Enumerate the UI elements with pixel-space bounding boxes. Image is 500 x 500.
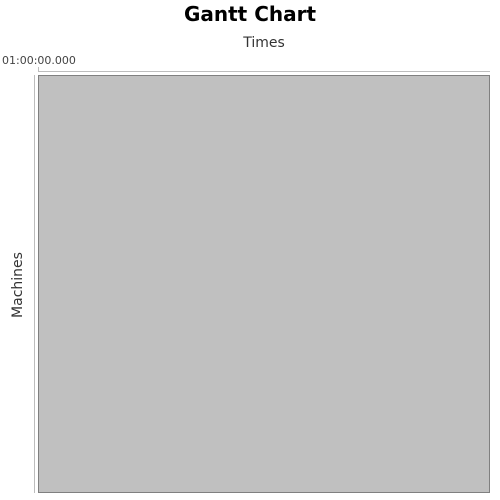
x-axis-line <box>38 71 490 72</box>
x-axis-tick <box>38 67 39 72</box>
plot-area <box>38 75 490 493</box>
y-axis-label: Machines <box>10 252 26 318</box>
x-tick-label: 01:00:00.000 <box>2 54 76 67</box>
chart-title: Gantt Chart <box>183 2 317 26</box>
y-axis-line <box>34 75 35 493</box>
x-axis-label: Times <box>243 35 285 51</box>
